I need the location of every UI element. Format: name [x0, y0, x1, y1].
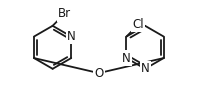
Text: O: O: [94, 67, 103, 80]
Text: Cl: Cl: [133, 18, 144, 31]
Text: N: N: [122, 52, 131, 65]
Text: Br: Br: [58, 7, 71, 20]
Text: N: N: [141, 62, 149, 75]
Text: N: N: [67, 30, 76, 43]
